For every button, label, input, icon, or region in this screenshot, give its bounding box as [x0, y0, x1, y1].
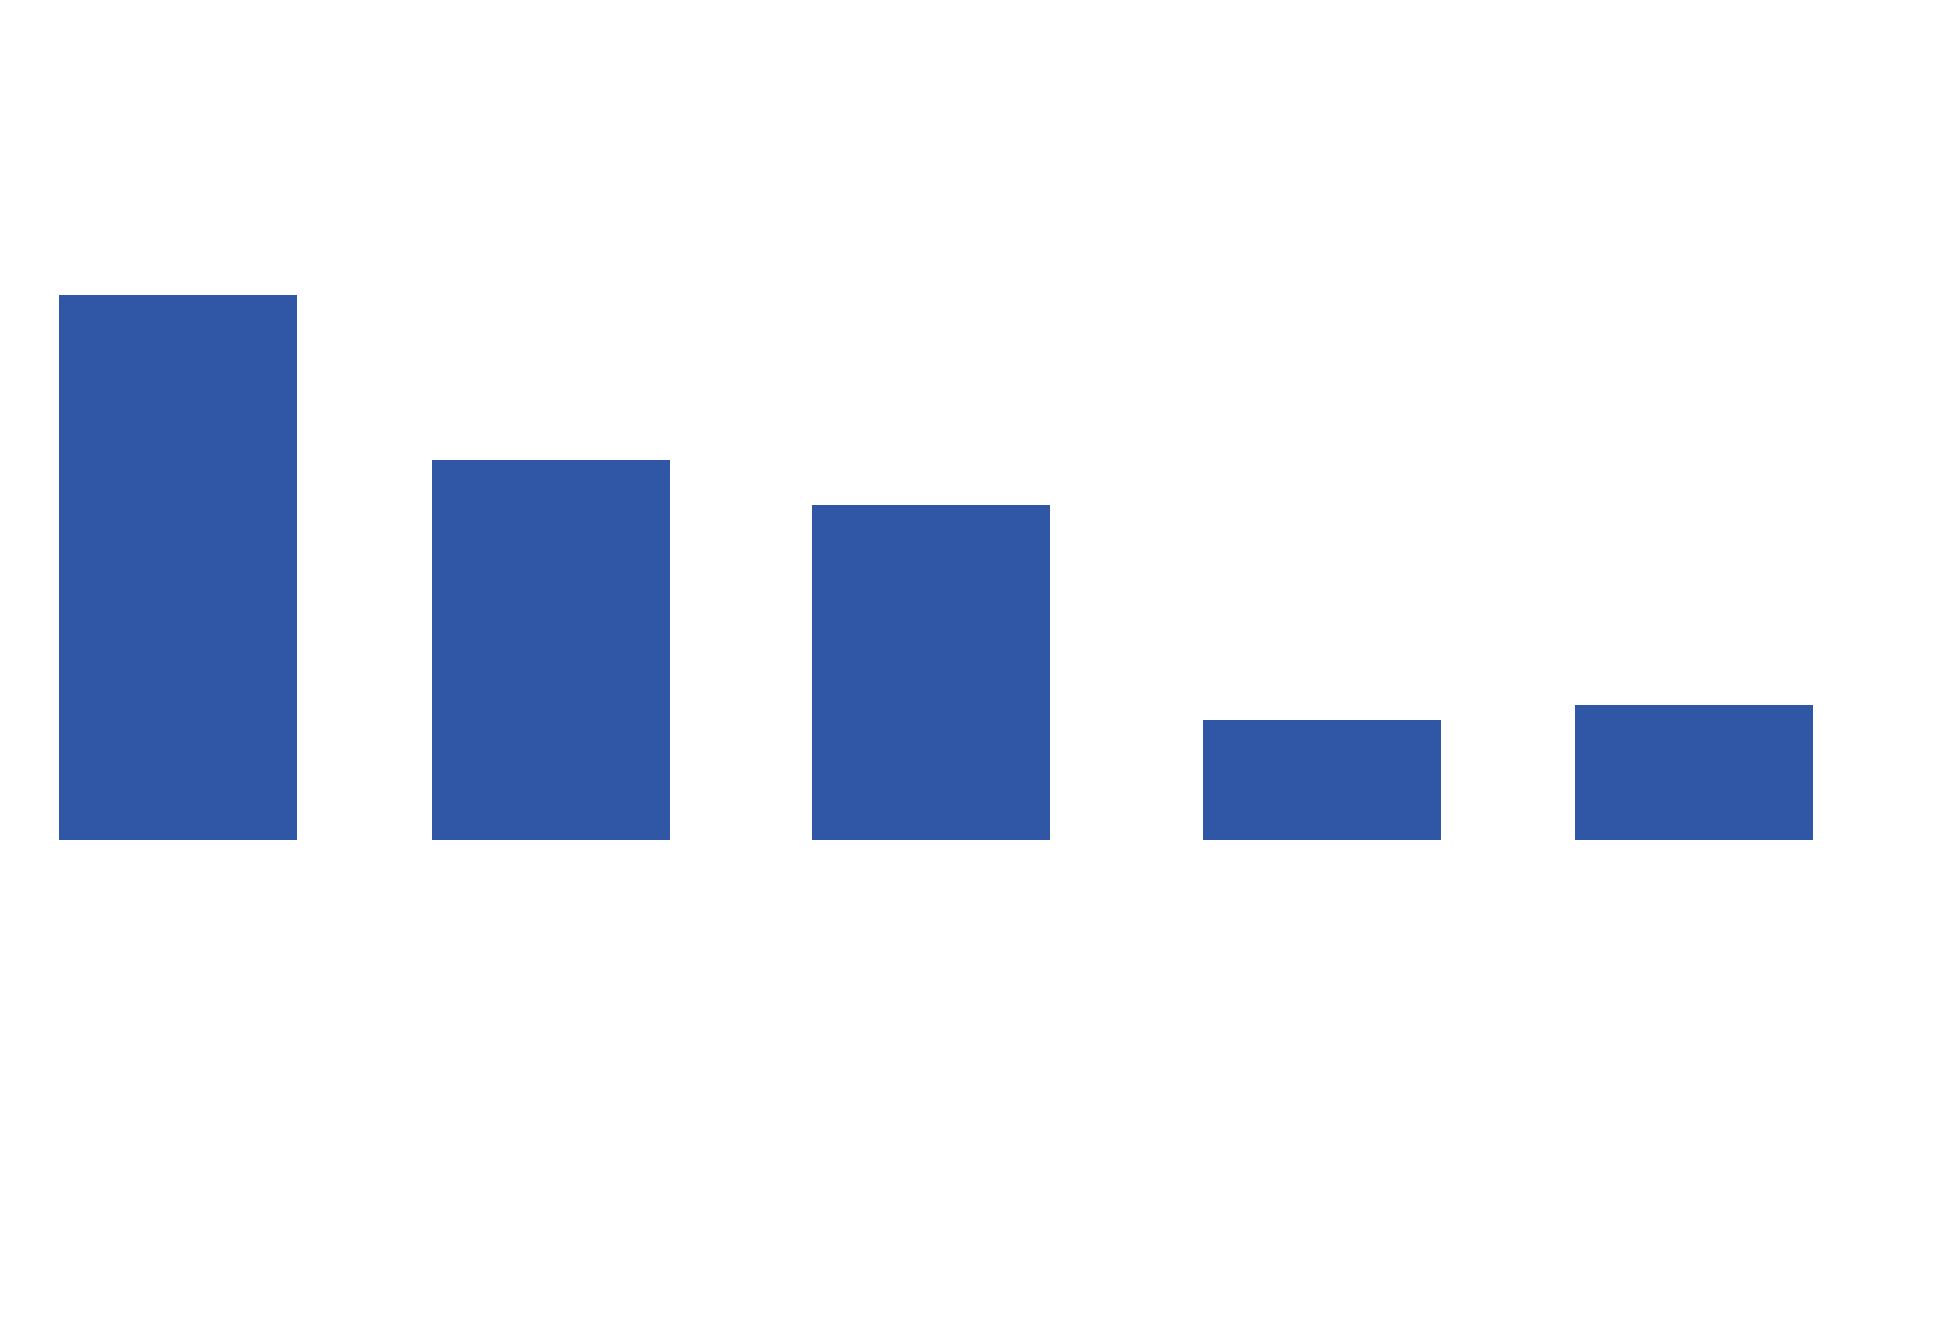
bar-5 [1575, 705, 1813, 840]
bars-group [59, 295, 1813, 840]
bar-2 [432, 460, 670, 840]
bar-1 [59, 295, 297, 840]
bar-4 [1203, 720, 1441, 840]
bar-3 [812, 505, 1050, 840]
